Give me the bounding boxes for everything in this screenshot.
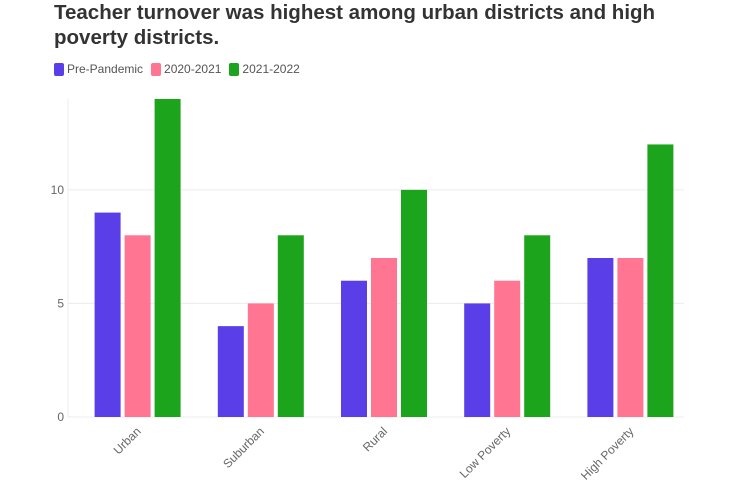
bar-2020-2021	[617, 258, 644, 417]
legend-swatch	[229, 62, 240, 76]
legend-swatch	[54, 62, 64, 76]
legend-swatch	[151, 62, 162, 76]
bar-2021-2022	[277, 235, 304, 417]
bar-2021-2022	[401, 189, 427, 417]
x-tick-label: Urban	[111, 424, 144, 457]
y-tick-label: 0	[57, 410, 64, 424]
bar-2020-2021	[247, 303, 274, 417]
legend-label: 2021-2022	[242, 62, 300, 76]
x-tick-label: Suburban	[220, 424, 267, 471]
x-tick-label: High Poverty	[578, 424, 636, 482]
bar-2021-2022	[154, 99, 181, 417]
bar-pre-pandemic	[217, 326, 244, 417]
y-tick-label: 10	[51, 183, 65, 197]
bar-pre-pandemic	[94, 212, 121, 417]
legend-item[interactable]: 2020-2021	[151, 62, 221, 76]
legend-item[interactable]: 2021-2022	[229, 62, 300, 76]
bar-2021-2022	[524, 235, 551, 417]
bar-pre-pandemic	[341, 280, 367, 417]
legend-label: 2020-2021	[164, 62, 222, 76]
x-tick-label: Rural	[360, 424, 390, 454]
bar-2020-2021	[371, 258, 397, 417]
legend-label: Pre-Pandemic	[67, 62, 144, 76]
bar-2021-2022	[647, 144, 674, 417]
bar-pre-pandemic	[464, 303, 491, 417]
chart-title: Teacher turnover was highest among urban…	[54, 1, 656, 49]
bar-2020-2021	[494, 280, 521, 417]
x-tick-label: Low Poverty	[457, 424, 514, 481]
y-tick-label: 5	[57, 296, 64, 310]
bar-2020-2021	[124, 235, 151, 417]
bar-pre-pandemic	[587, 258, 614, 417]
legend-item[interactable]: Pre-Pandemic	[54, 62, 143, 76]
legend: Pre-Pandemic 2020-2021 2021-2022	[54, 62, 300, 76]
